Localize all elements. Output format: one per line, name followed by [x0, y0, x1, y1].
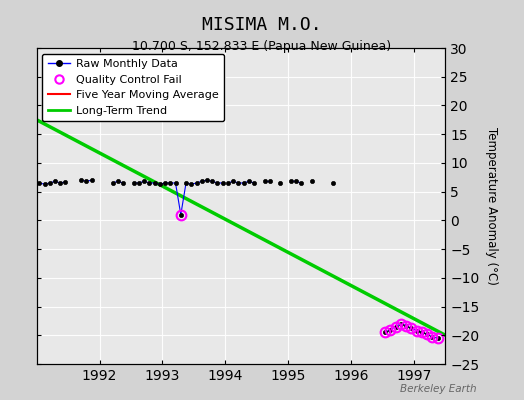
Y-axis label: Temperature Anomaly (°C): Temperature Anomaly (°C): [485, 127, 498, 285]
Text: Berkeley Earth: Berkeley Earth: [400, 384, 477, 394]
Text: 10.700 S, 152.833 E (Papua New Guinea): 10.700 S, 152.833 E (Papua New Guinea): [133, 40, 391, 53]
Text: MISIMA M.O.: MISIMA M.O.: [202, 16, 322, 34]
Legend: Raw Monthly Data, Quality Control Fail, Five Year Moving Average, Long-Term Tren: Raw Monthly Data, Quality Control Fail, …: [42, 54, 224, 121]
